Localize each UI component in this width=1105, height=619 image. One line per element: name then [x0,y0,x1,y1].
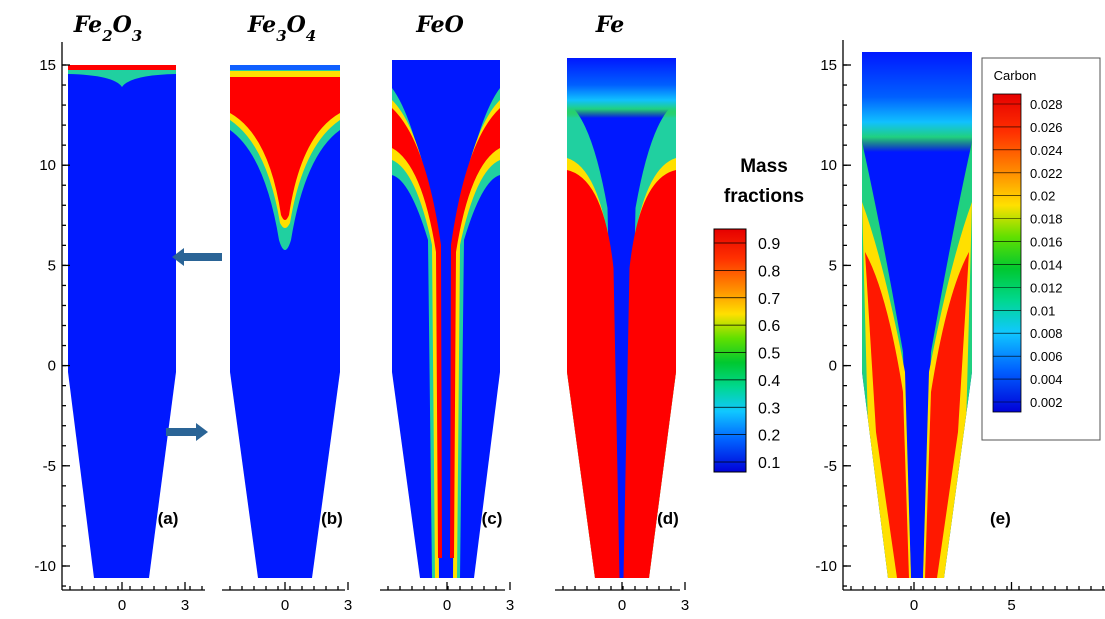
y-tick-label: 10 [39,157,56,174]
legend-label: 0.024 [1030,143,1063,158]
colorbar-title: fractions [724,186,804,207]
high-region [392,108,500,558]
contour-field [392,88,500,578]
y-tick-label: 10 [820,157,837,174]
panel-title: FeO [415,12,464,38]
top-layer [68,65,176,70]
legend-label: 0.022 [1030,166,1063,181]
colorbar-label: 0.3 [758,400,780,417]
x-tick-label: 5 [1007,597,1015,614]
legend-label: 0.016 [1030,235,1063,250]
colorbar-label: 0.4 [758,373,780,390]
colorbar-label: 0.2 [758,428,780,445]
legend-label: 0.008 [1030,326,1063,341]
legend-label: 0.01 [1030,303,1055,318]
y-tick-label: -10 [34,558,56,575]
x-tick-label: 3 [181,597,189,614]
axes [61,42,205,591]
panel-title: Fe3O4 [247,12,316,45]
x-tick-label: 3 [681,597,689,614]
high-region [230,77,340,220]
panel-label: (a) [158,509,179,528]
colorbar-title: Mass [740,156,788,177]
x-tick-label: 3 [506,597,514,614]
carbon-colorbar: Carbon 0.028 0.026 0.024 0.022 0.02 0.018 0.016… [981,57,1101,441]
chart-panel-3: 0 3 FeO (c) [380,12,514,614]
high-left [865,252,909,578]
axes [222,582,349,591]
x-tick-label: 0 [910,597,918,614]
panel-title: Fe2O3 [73,12,142,45]
legend-label: 0.02 [1030,189,1055,204]
chart-panel-1: 15 10 5 0 -5 -10 0 3 Fe2O3 (a) [34,12,205,614]
panel-label: (c) [482,509,503,528]
axes [842,40,1105,591]
front-outer [392,88,500,578]
arrow-right [166,423,208,441]
panel-label: (e) [990,509,1011,528]
y-tick-label: -5 [43,458,56,475]
y-tick-label: 0 [48,358,56,375]
panel-label: (b) [321,509,343,528]
x-tick-label: 0 [443,597,451,614]
y-tick-label: -10 [815,558,837,575]
top-fade [862,52,972,152]
legend-label: 0.014 [1030,257,1063,272]
chart-panel-2: 0 3 Fe3O4 (b) [222,12,352,614]
legend-label: 0.028 [1030,97,1063,112]
top-front [68,70,176,87]
colorbar-label: 0.1 [758,455,780,472]
x-tick-label: 0 [618,597,626,614]
colorbar-label: 0.8 [758,263,780,280]
legend-label: 0.018 [1030,212,1063,227]
x-tick-label: 0 [281,597,289,614]
arrow-left [172,248,222,266]
reactor-domain [68,65,176,578]
legend-label: 0.012 [1030,280,1063,295]
y-tick-label: 15 [39,57,56,74]
panel-label: (d) [657,509,679,528]
legend-title: Carbon [994,68,1037,83]
legend-label: 0.002 [1030,395,1063,410]
contour-field [230,65,340,250]
reactor-domain [230,65,340,578]
axes [380,582,511,591]
legend-label: 0.026 [1030,120,1063,135]
top-rim [230,65,340,70]
y-tick-label: 15 [820,57,837,74]
legend-ramp [992,93,1022,413]
y-tick-label: 5 [829,257,837,274]
chart-panel-4: 0 3 Fe (d) [555,12,689,614]
legend-label: 0.006 [1030,349,1063,364]
panel-title: Fe [595,12,624,38]
colorbar-label: 0.5 [758,346,780,363]
colorbar-label: 0.7 [758,291,780,308]
colorbar-ramp [713,228,747,473]
contour-field [567,58,676,578]
legend-label: 0.004 [1030,372,1063,387]
contour-field [68,65,176,87]
colorbar-label: 0.6 [758,318,780,335]
top-fade [567,58,676,118]
y-tick-label: 0 [829,358,837,375]
axes [555,582,686,591]
high-right [925,252,969,578]
x-tick-label: 3 [344,597,352,614]
y-tick-label: 5 [48,257,56,274]
y-tick-label: -5 [824,458,837,475]
colorbar-label: 0.9 [758,236,780,253]
mass-fraction-colorbar: Mass fractions 0.9 0.8 0.7 0.6 0.5 0.4 0.3 0.2 0.1 [713,156,804,473]
x-tick-label: 0 [118,597,126,614]
